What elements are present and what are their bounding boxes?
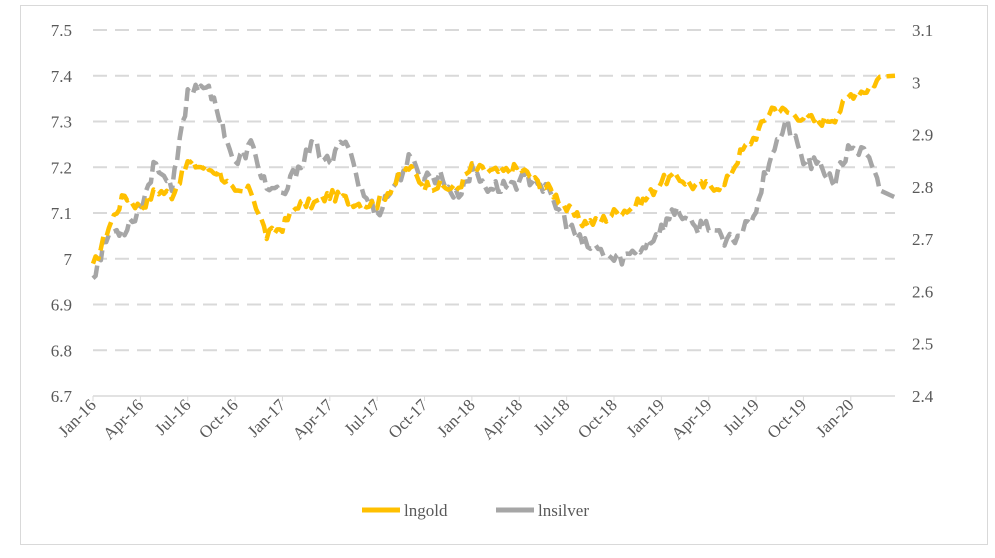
legend: lngold lnsilver xyxy=(362,501,589,520)
x-tick-label: Oct-18 xyxy=(574,395,621,442)
series-line-lngold xyxy=(90,73,896,265)
legend-label-lngold: lngold xyxy=(404,501,448,520)
left-tick-label: 7.1 xyxy=(51,204,72,223)
gridlines xyxy=(93,29,895,397)
x-tick-label: Apr-16 xyxy=(99,395,147,443)
left-tick-label: 7.5 xyxy=(51,21,72,40)
x-tick-label: Oct-16 xyxy=(195,395,242,442)
x-tick-label: Oct-17 xyxy=(385,395,432,442)
left-tick-label: 6.7 xyxy=(51,387,73,406)
right-tick-label: 2.6 xyxy=(912,282,933,301)
right-tick-label: 2.4 xyxy=(912,387,934,406)
right-tick-label: 2.8 xyxy=(912,178,933,197)
left-tick-label: 7.4 xyxy=(51,67,73,86)
series-line-lnsilver xyxy=(91,82,896,280)
right-tick-label: 3.1 xyxy=(912,21,933,40)
right-tick-label: 2.9 xyxy=(912,126,933,145)
left-tick-label: 6.8 xyxy=(51,341,72,360)
x-tick-label: Jan-20 xyxy=(812,395,857,440)
right-tick-label: 2.7 xyxy=(912,230,934,249)
left-tick-label: 7.3 xyxy=(51,113,72,132)
right-tick-label: 2.5 xyxy=(912,335,933,354)
right-tick-label: 3 xyxy=(912,73,921,92)
legend-label-lnsilver: lnsilver xyxy=(538,501,589,520)
left-tick-label: 7.2 xyxy=(51,158,72,177)
x-tick-label: Jul-19 xyxy=(719,395,762,438)
x-axis: Jan-16 Apr-16 Jul-16 Oct-16 Jan-17 Apr-17 Jul-… xyxy=(54,395,857,443)
x-tick-label: Oct-19 xyxy=(763,395,810,442)
series-lines xyxy=(90,73,896,280)
left-y-axis: 6.7 6.8 6.9 7 7.1 7.2 7.3 7.4 7.5 xyxy=(51,21,73,406)
x-tick-label: Jan-19 xyxy=(623,395,668,440)
x-tick-label: Jan-17 xyxy=(244,395,290,441)
chart-frame xyxy=(20,5,988,545)
x-tick-label: Jul-17 xyxy=(341,395,385,439)
x-tick-label: Jul-18 xyxy=(530,395,573,438)
x-tick-label: Apr-19 xyxy=(668,395,716,443)
x-tick-label: Apr-18 xyxy=(478,395,526,443)
x-tick-label: Jul-16 xyxy=(151,395,194,438)
x-tick-label: Apr-17 xyxy=(289,395,337,443)
x-tick-label: Jan-18 xyxy=(433,395,478,440)
right-y-axis: 2.4 2.5 2.6 2.7 2.8 2.9 3 3.1 xyxy=(912,21,934,406)
left-tick-label: 7 xyxy=(64,250,73,269)
left-tick-label: 6.9 xyxy=(51,296,72,315)
